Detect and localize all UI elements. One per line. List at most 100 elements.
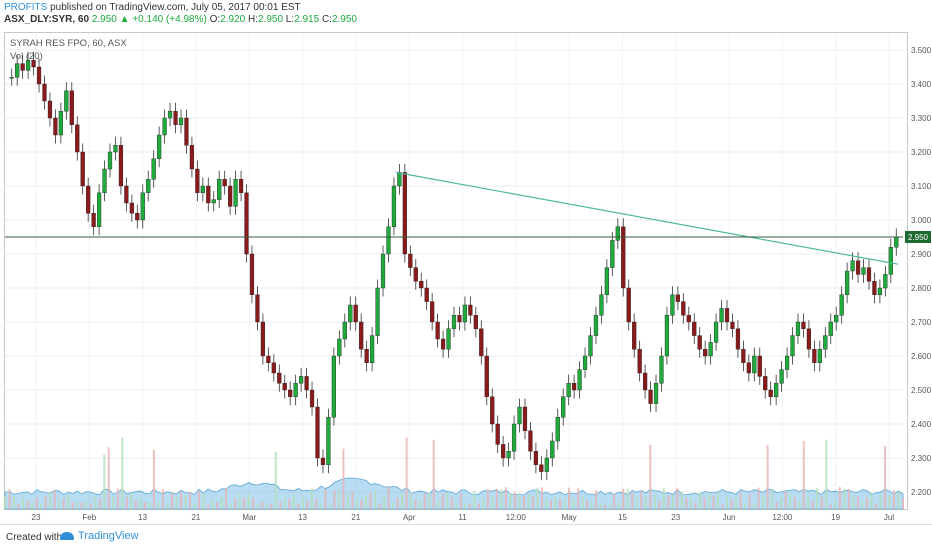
candle-body [561,396,566,418]
chart-header: PROFITS published on TradingView.com, Ju… [4,2,357,26]
x-tick-label: 21 [191,513,200,522]
candle-body [692,321,697,336]
candle-body [697,335,702,350]
volume-bar [712,496,715,509]
volume-bar [482,498,485,509]
volume-bar [798,501,801,509]
candle-body [58,110,63,136]
volume-bar [513,492,516,509]
candle-body [31,60,36,68]
candle-body [572,383,577,391]
volume-bar [879,495,882,509]
candle-body [632,321,637,350]
candle-body [473,315,478,330]
x-tick-label: 11 [458,513,467,522]
candle-body [184,117,189,146]
volume-bar [116,488,119,509]
candle-body [582,355,588,370]
volume-bar [256,504,259,509]
volume-bar [283,496,286,509]
volume-bar [67,494,70,509]
chart-frame[interactable] [4,32,908,510]
volume-bar [35,497,38,509]
volume-bar [31,503,34,509]
candle-body [566,383,571,398]
candle-body [457,315,462,323]
candle-body [593,315,599,336]
volume-bar [739,491,742,509]
volume-bar [247,493,250,509]
y-tick-label: 3.300 [911,114,932,123]
volume-bar [414,499,417,509]
x-tick-label: 12:00 [772,513,793,522]
volume-bar [820,497,823,509]
volume-bar [161,489,164,509]
candle-body [894,236,899,248]
author-link[interactable]: PROFITS [4,2,48,13]
volume-bar [644,496,647,509]
volume-bar [586,500,589,509]
candle-body [397,172,402,187]
volume-bar [509,493,512,509]
volume-bar [387,487,390,509]
volume-bar [477,503,480,509]
candle-body [369,335,375,364]
x-tick-label: Jul [884,513,894,522]
volume-bar [775,502,778,509]
volume-bar [112,496,115,509]
candle-body [189,144,195,170]
volume-bar [649,444,652,509]
candle-body [419,281,424,289]
volume-bar [355,500,358,509]
tradingview-brand[interactable]: TradingView [60,530,139,542]
volume-bar [550,500,553,509]
volume-bar [428,492,431,509]
candle-body [604,267,609,296]
volume-bar [238,493,241,509]
volume-bar [527,493,530,509]
volume-bar [49,491,52,509]
tradingview-brand-label: TradingView [78,530,139,542]
current-price-label-bg [905,231,931,243]
volume-bar [410,492,413,509]
candle-body [211,199,216,204]
volume-bar [572,499,575,509]
y-tick-label: 2.600 [911,352,932,361]
candle-body [883,274,888,289]
candle-body [850,260,855,272]
candle-body [424,287,429,302]
candle-body [124,185,129,204]
price-chart[interactable]: 3.500 3.400 3.300 3.200 3.100 3.000 2.900 2.800… [0,0,932,524]
volume-bar [577,487,580,509]
volume-bar [689,497,692,509]
volume-bar [613,493,616,509]
volume-bar [143,502,146,509]
y-tick-label: 3.100 [911,182,932,191]
volume-bar [834,500,837,509]
candle-body [501,444,506,459]
x-tick-label: Mar [242,513,256,522]
volume-bar [157,502,160,509]
volume-bar [843,488,846,509]
volume-bar [685,497,688,509]
current-price-label: 2.950 [908,233,929,242]
volume-bar [703,497,706,509]
candle-body [708,342,713,357]
volume-bar [874,503,877,509]
volume-bar [829,504,832,509]
volume-bar [40,504,43,509]
volume-bar [107,447,110,509]
volume-bar [753,502,756,509]
volume-bar [89,503,92,509]
x-tick-label: Apr [403,513,416,522]
candle-body [877,287,883,296]
candle-body [872,281,877,296]
y-tick-label: 2.700 [911,318,932,327]
volume-bar [617,501,620,509]
x-tick-label: Feb [82,513,96,522]
volume-bar [306,500,309,509]
candle-body [282,383,287,391]
volume-bar [721,504,724,509]
candle-body [511,423,517,452]
y-tick-label: 3.200 [911,148,932,157]
